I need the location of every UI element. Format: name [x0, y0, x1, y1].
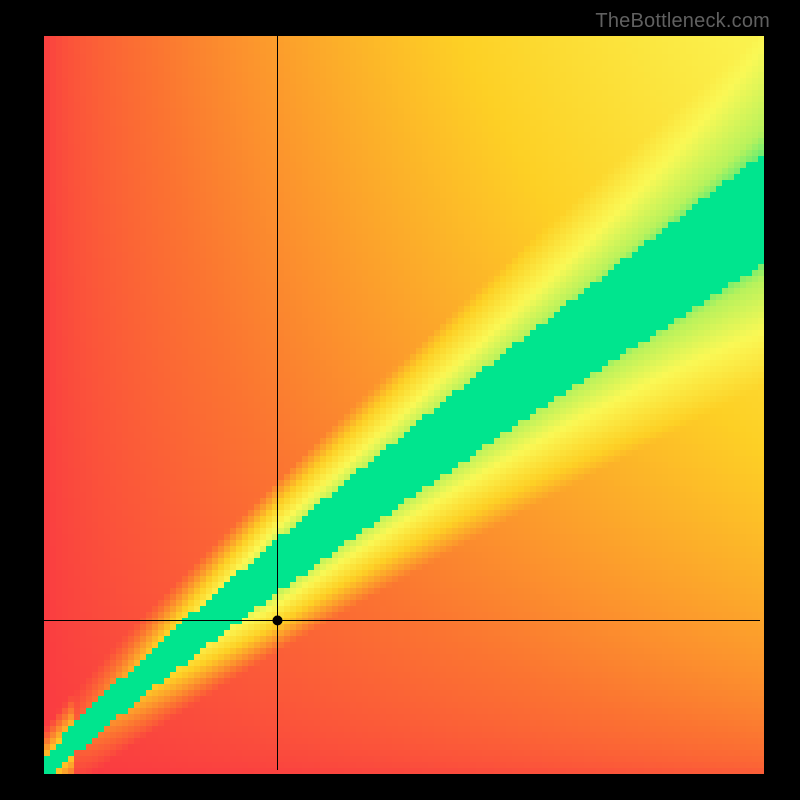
bottleneck-heatmap — [0, 0, 800, 800]
watermark-text: TheBottleneck.com — [595, 10, 770, 33]
chart-container: TheBottleneck.com — [0, 0, 800, 800]
